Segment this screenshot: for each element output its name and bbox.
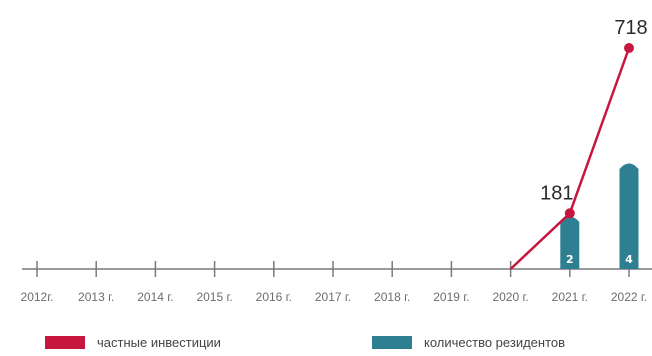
legend-label-investments: частные инвестиции bbox=[97, 335, 221, 350]
x-tick-label-1: 2013 г. bbox=[78, 290, 114, 304]
bar-label-residents-10: 4 bbox=[625, 253, 633, 266]
x-tick-label-5: 2017 г. bbox=[315, 290, 351, 304]
x-tick-label-10: 2022 г. bbox=[611, 290, 647, 304]
legend-swatch-investments bbox=[45, 336, 85, 349]
x-tick-label-3: 2015 г. bbox=[196, 290, 232, 304]
point-investments-10 bbox=[624, 43, 634, 53]
legend-item-investments: частные инвестиции bbox=[45, 335, 221, 350]
x-tick-label-4: 2016 г. bbox=[256, 290, 292, 304]
data-label-investments-10: 718 bbox=[614, 17, 647, 39]
bar-residents-9 bbox=[560, 216, 580, 269]
legend-label-residents: количество резидентов bbox=[424, 335, 566, 350]
data-label-investments-9: 181 bbox=[540, 182, 573, 204]
x-tick-label-0: 2012г. bbox=[21, 290, 54, 304]
x-tick-label-2: 2014 г. bbox=[137, 290, 173, 304]
legend-item-residents: количество резидентов bbox=[372, 335, 565, 350]
bar-label-residents-9: 2 bbox=[566, 253, 574, 266]
x-tick-label-7: 2019 г. bbox=[433, 290, 469, 304]
point-investments-9 bbox=[564, 208, 575, 219]
x-tick-label-9: 2021 г. bbox=[552, 290, 588, 304]
legend-swatch-residents bbox=[372, 336, 412, 349]
x-tick-label-6: 2018 г. bbox=[374, 290, 410, 304]
x-tick-label-8: 2020 г. bbox=[492, 290, 528, 304]
chart: 2012г. 2013 г. 2014 г. 2015 г. 2016 г. 2017 г… bbox=[21, 17, 652, 304]
bar-residents-10 bbox=[619, 163, 639, 269]
